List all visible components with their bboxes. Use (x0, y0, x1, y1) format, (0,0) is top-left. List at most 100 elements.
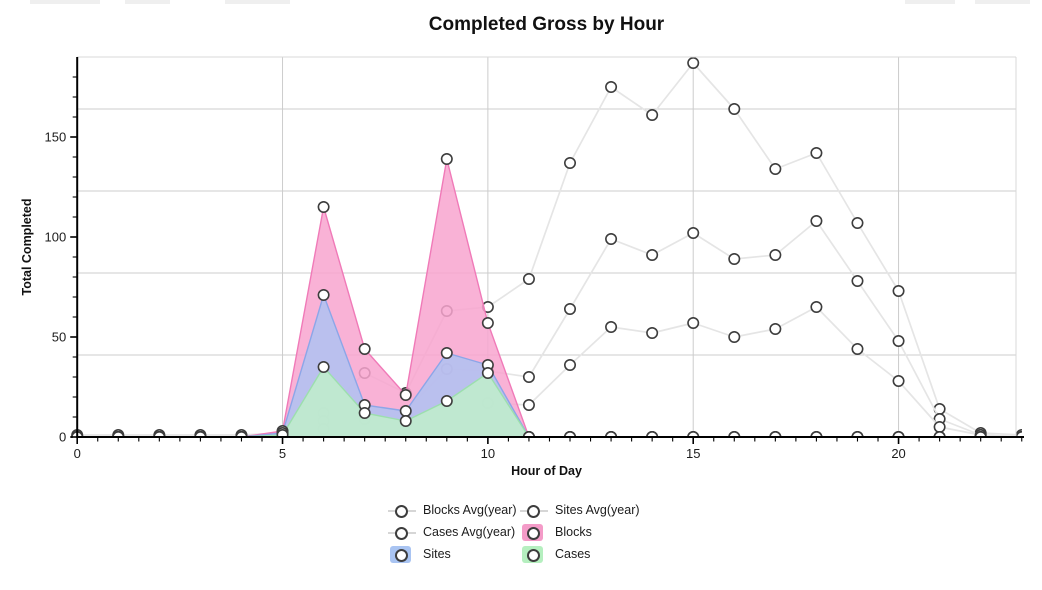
data-point-cases-avg-year-[interactable] (687, 316, 700, 329)
data-point-blocks-avg-year-[interactable] (564, 157, 577, 170)
legend-item-cases-avg-year-[interactable]: Cases Avg(year) (388, 523, 520, 541)
legend-label: Sites Avg(year) (555, 503, 640, 517)
legend-area-swatch-icon (520, 545, 550, 563)
x-tick-label: 0 (74, 446, 81, 461)
area-blocks[interactable] (77, 159, 1022, 437)
data-point-cases-avg-year-[interactable] (564, 358, 577, 371)
data-point-blocks[interactable] (399, 388, 412, 401)
data-point-sites-avg-year-[interactable] (687, 227, 700, 240)
data-point-blocks-avg-year-[interactable] (646, 109, 659, 122)
y-tick-label: 100 (44, 230, 66, 245)
data-point-cases[interactable] (481, 366, 494, 379)
legend-item-blocks-avg-year-[interactable]: Blocks Avg(year) (388, 501, 520, 519)
legend-item-sites[interactable]: Sites (388, 545, 520, 563)
window-edge-artifact (225, 0, 290, 4)
data-point-cases-avg-year-[interactable] (605, 320, 618, 333)
data-point-blocks-avg-year-[interactable] (605, 81, 618, 94)
data-point-cases-avg-year-[interactable] (522, 398, 535, 411)
series-layer (71, 56, 1022, 440)
data-point-cases[interactable] (358, 406, 371, 419)
line-cases-avg-year- (77, 306, 1022, 438)
data-point-cases-avg-year-[interactable] (810, 300, 823, 313)
data-point-cases-avg-year-[interactable] (646, 326, 659, 339)
legend-line-marker-icon (520, 502, 550, 519)
series-blocks-avg-year- (71, 56, 1022, 438)
data-point-blocks-avg-year-[interactable] (522, 272, 535, 285)
chart-plot-area: 0 5 10 15 20 0 50 100 150 (44, 56, 1024, 461)
x-tick-label: 10 (481, 446, 495, 461)
data-point-blocks[interactable] (358, 342, 371, 355)
y-tick-label: 50 (52, 330, 66, 345)
data-point-sites[interactable] (440, 346, 453, 359)
data-point-blocks-avg-year-[interactable] (892, 284, 905, 297)
area-cases[interactable] (77, 367, 1022, 437)
data-point-sites[interactable] (317, 288, 330, 301)
markers-cases (71, 360, 1022, 440)
series-sites-avg-year- (71, 215, 1022, 438)
y-tick-label: 150 (44, 130, 66, 145)
legend-line-marker-icon (388, 524, 418, 541)
x-tick-label: 5 (279, 446, 286, 461)
x-axis-label: Hour of Day (511, 464, 582, 478)
data-point-sites-avg-year-[interactable] (892, 334, 905, 347)
data-point-cases-avg-year-[interactable] (851, 342, 864, 355)
data-point-cases[interactable] (399, 414, 412, 427)
data-point-cases[interactable] (317, 360, 330, 373)
legend-item-blocks[interactable]: Blocks (520, 523, 660, 541)
area-edge-cases (77, 366, 1022, 438)
data-point-sites-avg-year-[interactable] (728, 253, 741, 266)
line-blocks-avg-year- (77, 62, 1022, 436)
y-tick-label: 0 (59, 430, 66, 445)
gridlines (77, 57, 1016, 437)
markers-sites (71, 288, 1022, 438)
legend-label: Cases Avg(year) (423, 525, 516, 539)
data-point-sites-avg-year-[interactable] (605, 233, 618, 246)
chart-legend: Blocks Avg(year) Sites Avg(year) Cases Avg… (388, 501, 660, 563)
data-point-sites-avg-year-[interactable] (522, 370, 535, 383)
legend-item-cases[interactable]: Cases (520, 545, 660, 563)
data-point-blocks-avg-year-[interactable] (851, 217, 864, 230)
data-point-cases[interactable] (440, 394, 453, 407)
data-point-cases-avg-year-[interactable] (769, 322, 782, 335)
legend-item-sites-avg-year-[interactable]: Sites Avg(year) (520, 501, 660, 519)
data-point-blocks-avg-year-[interactable] (810, 147, 823, 160)
data-point-blocks-avg-year-[interactable] (769, 163, 782, 176)
data-point-cases-avg-year-[interactable] (933, 420, 946, 433)
window-edge-artifact (905, 0, 955, 4)
legend-area-swatch-icon (520, 523, 550, 541)
data-point-blocks-avg-year-[interactable] (687, 56, 700, 69)
data-point-cases-avg-year-[interactable] (892, 374, 905, 387)
legend-area-swatch-icon (388, 545, 418, 563)
data-point-blocks-avg-year-[interactable] (728, 103, 741, 116)
window-edge-artifact (30, 0, 100, 4)
axis-ticks (70, 76, 1023, 444)
data-point-cases[interactable] (276, 429, 289, 440)
legend-label: Cases (555, 547, 591, 561)
data-point-blocks[interactable] (440, 153, 453, 166)
series-cases (77, 366, 1022, 438)
window-edge-artifact (975, 0, 1030, 4)
line-sites-avg-year- (77, 220, 1022, 438)
markers-blocks (71, 153, 1022, 438)
data-point-sites-avg-year-[interactable] (564, 302, 577, 315)
data-point-blocks[interactable] (317, 201, 330, 214)
legend-label: Blocks Avg(year) (423, 503, 517, 517)
x-tick-label: 20 (891, 446, 905, 461)
data-point-sites-avg-year-[interactable] (851, 274, 864, 287)
data-point-sites[interactable] (399, 404, 412, 417)
data-point-sites-avg-year-[interactable] (646, 249, 659, 262)
chart-title: Completed Gross by Hour (428, 14, 665, 35)
legend-label: Blocks (555, 525, 592, 539)
window-edge-artifact (125, 0, 170, 4)
area-edge-blocks (77, 158, 1022, 438)
series-blocks (77, 158, 1022, 438)
data-point-sites-avg-year-[interactable] (810, 215, 823, 228)
legend-line-marker-icon (388, 502, 418, 519)
data-point-blocks[interactable] (481, 316, 494, 329)
legend-label: Sites (423, 547, 451, 561)
data-point-cases-avg-year-[interactable] (728, 330, 741, 343)
series-cases-avg-year- (71, 300, 1022, 438)
data-point-sites-avg-year-[interactable] (769, 249, 782, 262)
x-tick-label: 15 (686, 446, 700, 461)
